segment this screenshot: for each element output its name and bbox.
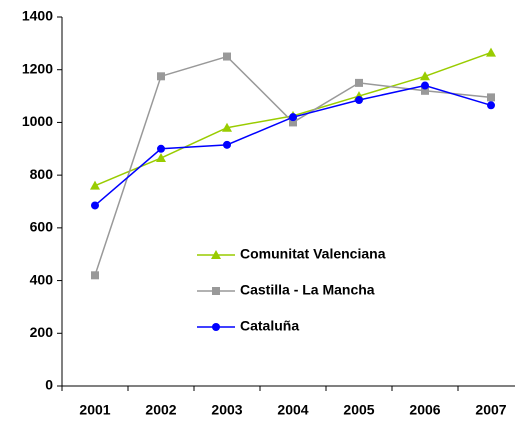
marker [222,122,232,132]
legend-label: Cataluña [240,318,299,334]
marker [420,71,430,81]
marker [223,140,231,149]
y-tick-label: 1200 [22,60,53,76]
marker [487,93,495,102]
x-tick-label: 2006 [409,402,440,418]
marker [157,144,165,153]
marker [289,113,297,122]
series-line [94,55,492,276]
series-line [94,84,492,207]
marker [90,180,100,190]
marker [421,86,429,95]
y-tick-label: 1000 [22,113,53,129]
marker [486,47,496,57]
marker [421,81,429,90]
x-tick-label: 2004 [277,402,308,418]
x-tick-label: 2007 [475,402,506,418]
marker [212,287,220,295]
marker [487,101,495,110]
marker [211,250,221,259]
legend-label: Castilla - La Mancha [240,282,375,298]
x-tick-label: 2001 [79,402,110,418]
marker [212,323,220,331]
marker [223,52,231,61]
marker [289,118,297,127]
x-tick-label: 2002 [145,402,176,418]
marker [91,201,99,210]
y-tick-label: 200 [30,324,54,340]
marker [91,271,99,280]
legend-label: Comunitat Valenciana [240,246,386,262]
y-tick-label: 600 [30,219,54,235]
y-tick-label: 800 [30,166,54,182]
marker [355,96,363,105]
marker [156,153,166,163]
x-tick-label: 2003 [211,402,242,418]
y-tick-label: 400 [30,271,54,287]
y-tick-label: 0 [45,377,53,393]
y-tick-label: 1400 [22,8,53,24]
marker [157,72,165,81]
x-tick-label: 2005 [343,402,374,418]
marker [355,78,363,87]
